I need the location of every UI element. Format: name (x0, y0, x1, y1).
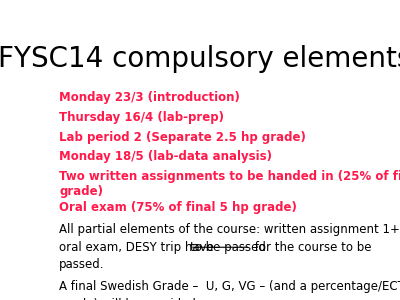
Text: Monday 18/5 (lab-data analysis): Monday 18/5 (lab-data analysis) (59, 150, 272, 163)
Text: A final Swedish Grade –  U, G, VG – (and a percentage/ECTS: A final Swedish Grade – U, G, VG – (and … (59, 280, 400, 293)
Text: Lab period 2 (Separate 2.5 hp grade): Lab period 2 (Separate 2.5 hp grade) (59, 131, 306, 144)
Text: All partial elements of the course: written assignment 1+2, lab,: All partial elements of the course: writ… (59, 223, 400, 236)
Text: Two written assignments to be handed in (25% of final 5 hp
grade): Two written assignments to be handed in … (59, 170, 400, 198)
Text: grade) will be provided.: grade) will be provided. (59, 298, 200, 300)
Text: oral exam, DESY trip have: oral exam, DESY trip have (59, 241, 218, 254)
Text: Monday 23/3 (introduction): Monday 23/3 (introduction) (59, 92, 240, 104)
Text: for the course to be: for the course to be (250, 241, 371, 254)
Text: passed.: passed. (59, 259, 105, 272)
Text: Thursday 16/4 (lab-prep): Thursday 16/4 (lab-prep) (59, 111, 224, 124)
Text: Oral exam (75% of final 5 hp grade): Oral exam (75% of final 5 hp grade) (59, 201, 297, 214)
Text: to be passed: to be passed (190, 241, 266, 254)
Text: FYSC14 compulsory elements: FYSC14 compulsory elements (0, 45, 400, 73)
